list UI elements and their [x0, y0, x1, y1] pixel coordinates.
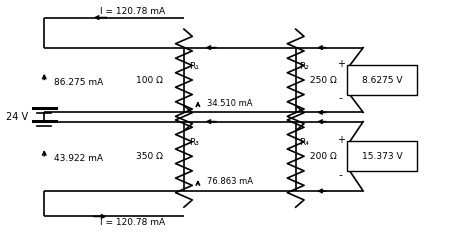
Text: R₁: R₁: [190, 62, 200, 71]
Text: I = 120.78 mA: I = 120.78 mA: [100, 7, 165, 16]
Text: 350 Ω: 350 Ω: [136, 152, 163, 161]
Text: 8.6275 V: 8.6275 V: [362, 76, 402, 84]
Text: -: -: [339, 94, 343, 103]
Text: -: -: [339, 170, 343, 180]
Text: +: +: [337, 59, 345, 69]
Text: 76.863 mA: 76.863 mA: [207, 177, 253, 186]
FancyBboxPatch shape: [347, 141, 417, 171]
Text: 24 V: 24 V: [6, 112, 28, 122]
Text: 86.275 mA: 86.275 mA: [54, 78, 103, 87]
Text: 100 Ω: 100 Ω: [136, 76, 163, 84]
Text: R₂: R₂: [300, 62, 309, 71]
Text: 200 Ω: 200 Ω: [310, 152, 337, 161]
Text: I = 120.78 mA: I = 120.78 mA: [100, 218, 165, 227]
FancyBboxPatch shape: [347, 65, 417, 95]
Text: R₃: R₃: [190, 138, 200, 147]
Text: 43.922 mA: 43.922 mA: [54, 154, 102, 163]
Text: 250 Ω: 250 Ω: [310, 76, 337, 84]
Text: 15.373 V: 15.373 V: [362, 152, 402, 161]
Text: 34.510 mA: 34.510 mA: [207, 99, 253, 108]
Text: R₄: R₄: [300, 138, 309, 147]
Text: +: +: [337, 135, 345, 145]
